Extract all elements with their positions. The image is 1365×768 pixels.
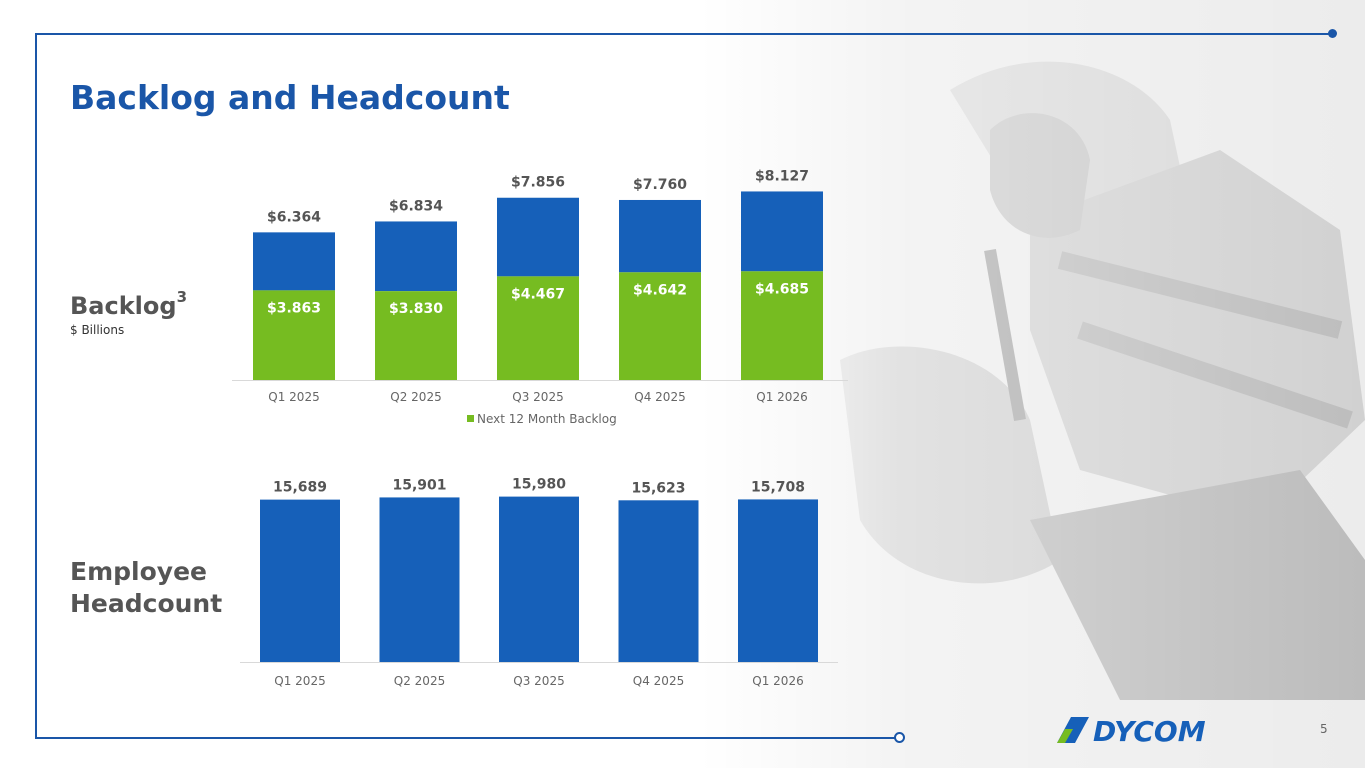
backlog-bar-remaining — [375, 221, 457, 292]
dycom-logo: DYCOM — [1055, 713, 1245, 749]
backlog-bar-next12 — [253, 290, 335, 380]
backlog-bar-remaining — [741, 191, 823, 272]
headcount-bar — [499, 496, 579, 662]
backlog-bar-remaining — [619, 199, 701, 273]
backlog-next12-label: $4.467 — [511, 286, 565, 302]
backlog-bar-remaining — [253, 232, 335, 291]
headcount-bar — [618, 500, 699, 662]
frame-end-ring — [894, 732, 905, 743]
headcount-x-tick: Q4 2025 — [633, 674, 684, 688]
page-title: Backlog and Headcount — [70, 78, 510, 117]
headcount-x-tick: Q1 2026 — [752, 674, 803, 688]
headcount-x-tick: Q3 2025 — [513, 674, 564, 688]
headcount-bar — [379, 497, 460, 662]
backlog-legend-swatch — [467, 415, 474, 422]
headcount-value-label: 15,708 — [751, 479, 805, 495]
backlog-bar-next12 — [375, 291, 457, 380]
headcount-bar — [738, 499, 818, 662]
headcount-value-label: 15,980 — [512, 477, 566, 493]
backlog-next12-label: $4.685 — [755, 281, 809, 297]
page-number: 5 — [1320, 722, 1328, 736]
backlog-x-tick: Q1 2025 — [268, 390, 319, 404]
headcount-x-tick: Q1 2025 — [274, 674, 325, 688]
backlog-x-tick: Q3 2025 — [512, 390, 563, 404]
backlog-bar-remaining — [497, 197, 579, 277]
frame-left-line — [35, 33, 37, 739]
backlog-x-tick: Q2 2025 — [390, 390, 441, 404]
backlog-total-label: $8.127 — [755, 168, 809, 184]
backlog-footnote: 3 — [176, 288, 188, 306]
backlog-bar-next12 — [497, 276, 579, 380]
backlog-unit-label: $ Billions — [70, 323, 125, 337]
frame-top-line — [35, 33, 1332, 35]
backlog-total-label: $7.856 — [511, 175, 565, 191]
backlog-label: Backlog3 — [70, 288, 188, 320]
backlog-next12-label: $3.863 — [267, 300, 321, 316]
logo-text: DYCOM — [1093, 715, 1206, 745]
backlog-total-label: $6.834 — [389, 198, 443, 214]
backlog-bar-next12 — [741, 271, 823, 380]
backlog-next12-label: $3.830 — [389, 301, 443, 317]
backlog-x-tick: Q1 2026 — [756, 390, 807, 404]
backlog-bar-next12 — [619, 272, 701, 380]
headcount-value-label: 15,901 — [392, 477, 446, 493]
frame-corner-dot — [1328, 29, 1337, 38]
backlog-next12-label: $4.642 — [633, 282, 687, 298]
headcount-x-tick: Q2 2025 — [394, 674, 445, 688]
headcount-value-label: 15,689 — [273, 480, 327, 496]
headcount-value-label: 15,623 — [631, 480, 685, 496]
backlog-legend-label: Next 12 Month Backlog — [477, 412, 617, 426]
backlog-total-label: $6.364 — [267, 209, 321, 225]
headcount-label-line2: Headcount — [70, 589, 223, 618]
headcount-label: Employee Headcount — [70, 556, 222, 620]
logo-mark-green — [1057, 729, 1073, 743]
backlog-total-label: $7.760 — [633, 177, 687, 193]
frame-bottom-line — [35, 737, 897, 739]
headcount-label-line1: Employee — [70, 557, 207, 586]
backlog-x-tick: Q4 2025 — [634, 390, 685, 404]
headcount-bar — [260, 499, 340, 662]
